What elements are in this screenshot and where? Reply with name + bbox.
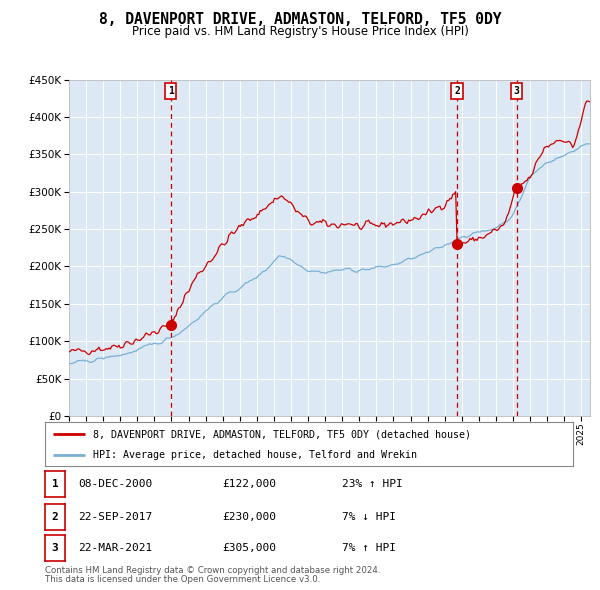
Text: 8, DAVENPORT DRIVE, ADMASTON, TELFORD, TF5 0DY (detached house): 8, DAVENPORT DRIVE, ADMASTON, TELFORD, T… — [92, 430, 470, 439]
Text: 08-DEC-2000: 08-DEC-2000 — [78, 480, 152, 489]
Text: 23% ↑ HPI: 23% ↑ HPI — [342, 480, 403, 489]
Text: 8, DAVENPORT DRIVE, ADMASTON, TELFORD, TF5 0DY: 8, DAVENPORT DRIVE, ADMASTON, TELFORD, T… — [99, 12, 501, 27]
Text: £305,000: £305,000 — [222, 543, 276, 553]
Text: HPI: Average price, detached house, Telford and Wrekin: HPI: Average price, detached house, Telf… — [92, 450, 416, 460]
Text: £230,000: £230,000 — [222, 512, 276, 522]
Text: 1: 1 — [168, 86, 173, 96]
Text: 2: 2 — [52, 512, 58, 522]
Text: 1: 1 — [52, 480, 58, 489]
Text: 3: 3 — [52, 543, 58, 553]
Text: 7% ↑ HPI: 7% ↑ HPI — [342, 543, 396, 553]
Text: 22-MAR-2021: 22-MAR-2021 — [78, 543, 152, 553]
Text: 3: 3 — [514, 86, 520, 96]
Text: £122,000: £122,000 — [222, 480, 276, 489]
Text: Price paid vs. HM Land Registry's House Price Index (HPI): Price paid vs. HM Land Registry's House … — [131, 25, 469, 38]
Text: 7% ↓ HPI: 7% ↓ HPI — [342, 512, 396, 522]
Text: 2: 2 — [454, 86, 460, 96]
Text: This data is licensed under the Open Government Licence v3.0.: This data is licensed under the Open Gov… — [45, 575, 320, 584]
Text: Contains HM Land Registry data © Crown copyright and database right 2024.: Contains HM Land Registry data © Crown c… — [45, 566, 380, 575]
Text: 22-SEP-2017: 22-SEP-2017 — [78, 512, 152, 522]
